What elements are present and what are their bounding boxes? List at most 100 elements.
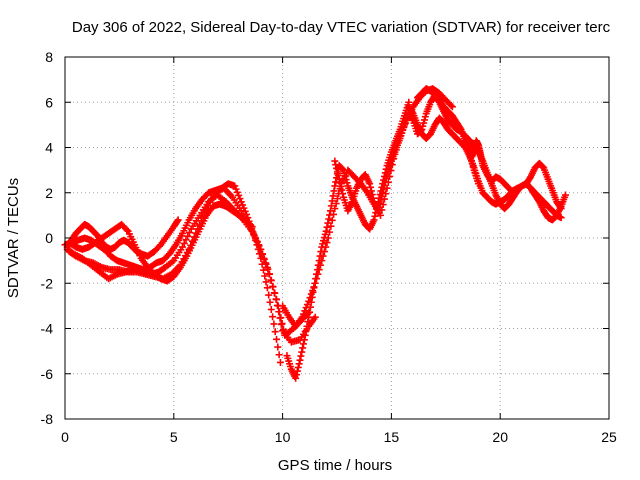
- data-point: [233, 188, 241, 196]
- data-point: [324, 234, 332, 242]
- data-point: [303, 322, 311, 330]
- data-point: [184, 232, 192, 240]
- data-point: [421, 113, 429, 121]
- y-tick-label: -6: [41, 366, 54, 382]
- data-point: [322, 243, 330, 251]
- data-point: [266, 298, 274, 306]
- data-point: [367, 187, 375, 195]
- data-point: [333, 195, 341, 203]
- data-point: [299, 344, 307, 352]
- data-point: [381, 178, 389, 186]
- data-point: [376, 200, 384, 208]
- data-point: [375, 203, 383, 211]
- data-point: [314, 270, 322, 278]
- data-point: [248, 223, 256, 231]
- points-layer: [61, 85, 569, 382]
- data-point: [307, 290, 315, 298]
- data-point: [231, 182, 239, 190]
- data-point: [302, 327, 310, 335]
- data-point: [277, 320, 285, 328]
- series-track-11: [461, 132, 565, 222]
- y-axis-label: SDTVAR / TECUs: [5, 178, 22, 298]
- data-point: [275, 308, 283, 316]
- data-point: [380, 182, 388, 190]
- data-point: [237, 198, 245, 206]
- data-point: [252, 236, 260, 244]
- data-point: [328, 197, 336, 205]
- data-point: [339, 165, 347, 173]
- series-track-5: [65, 200, 256, 285]
- data-point: [368, 191, 376, 199]
- y-tick-label: -4: [41, 321, 54, 337]
- data-point: [339, 190, 347, 198]
- y-tick-label: 2: [45, 185, 53, 201]
- data-point: [276, 314, 284, 322]
- data-point: [267, 305, 275, 313]
- data-point: [306, 308, 314, 316]
- data-point: [274, 343, 282, 351]
- data-point: [315, 266, 323, 274]
- data-point: [185, 229, 193, 237]
- data-point: [273, 335, 281, 343]
- data-point: [309, 286, 317, 294]
- data-point: [293, 371, 301, 379]
- data-point: [369, 194, 377, 202]
- data-point: [380, 185, 388, 193]
- data-point: [337, 182, 345, 190]
- data-point: [174, 216, 182, 224]
- y-tick-label: 4: [45, 140, 53, 156]
- data-point: [249, 228, 257, 236]
- data-point: [382, 174, 390, 182]
- data-point: [366, 180, 374, 188]
- data-point: [332, 161, 340, 169]
- data-point: [239, 201, 247, 209]
- data-point: [331, 205, 339, 213]
- data-point: [123, 226, 131, 234]
- data-point: [299, 310, 307, 318]
- data-point: [265, 270, 273, 278]
- data-point: [378, 192, 386, 200]
- data-point: [254, 245, 262, 253]
- y-tick-label: 6: [45, 94, 53, 110]
- data-point: [182, 236, 190, 244]
- data-point: [265, 291, 273, 299]
- data-point: [447, 101, 455, 109]
- data-point: [320, 248, 328, 256]
- data-point: [296, 356, 304, 364]
- data-point: [241, 207, 249, 215]
- x-tick-label: 20: [492, 429, 508, 445]
- data-point: [279, 325, 287, 333]
- data-point: [259, 266, 267, 274]
- data-point: [303, 301, 311, 309]
- data-point: [253, 241, 261, 249]
- data-point: [327, 222, 335, 230]
- data-point: [301, 331, 309, 339]
- data-point: [377, 211, 385, 219]
- data-point: [329, 192, 337, 200]
- data-point: [306, 294, 314, 302]
- x-tick-label: 0: [61, 429, 69, 445]
- data-point: [331, 157, 339, 165]
- data-point: [270, 289, 278, 297]
- data-point: [272, 295, 280, 303]
- data-point: [311, 279, 319, 287]
- data-point: [377, 196, 385, 204]
- data-point: [299, 340, 307, 348]
- data-point: [270, 320, 278, 328]
- data-point: [302, 304, 310, 312]
- data-point: [330, 210, 338, 218]
- data-point: [318, 257, 326, 265]
- data-point: [370, 216, 378, 224]
- data-point: [331, 182, 339, 190]
- data-point: [326, 228, 334, 236]
- data-point: [330, 187, 338, 195]
- data-point: [269, 282, 277, 290]
- data-point: [294, 363, 302, 371]
- data-point: [240, 204, 248, 212]
- data-point: [323, 223, 331, 231]
- data-point: [338, 186, 346, 194]
- data-point: [232, 185, 240, 193]
- x-tick-label: 15: [384, 429, 400, 445]
- data-point: [323, 239, 331, 247]
